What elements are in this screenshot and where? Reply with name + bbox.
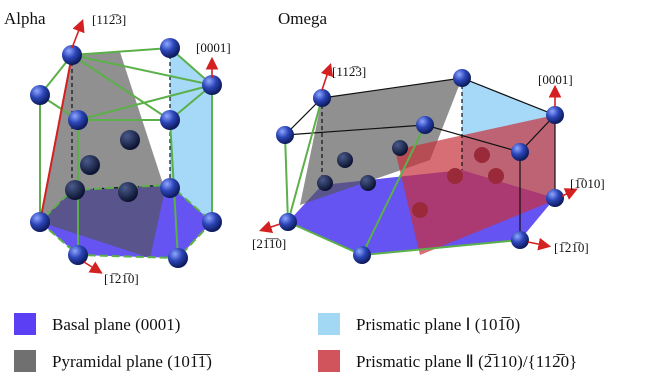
omega-cell — [262, 66, 575, 264]
diagram: Alpha [112̅3] [0001] [1̅21̅0] Omega [112… — [0, 0, 656, 380]
direction-label: [1̅21̅0] — [554, 240, 589, 255]
direction-label: [112̅3] — [92, 12, 126, 27]
panel-title: Alpha — [4, 9, 46, 28]
alpha-cell — [30, 22, 222, 272]
direction-label: [0001] — [196, 40, 231, 55]
legend-label: Pyramidal plane (101̅1̅) — [52, 352, 212, 371]
legend-swatch — [318, 313, 340, 335]
legend-label: Basal plane (0001) — [52, 315, 180, 334]
direction-label: [1̅21̅0] — [104, 271, 139, 286]
legend-label: Prismatic plane Ⅱ (2̅110)/{112̅0} — [356, 352, 577, 371]
direction-label: [0001] — [538, 72, 573, 87]
legend-label: Prismatic plane Ⅰ (101̅0) — [356, 315, 520, 334]
legend-swatch — [14, 313, 36, 335]
legend-swatch — [318, 350, 340, 372]
legend-swatch — [14, 350, 36, 372]
panel-title: Omega — [278, 9, 328, 28]
direction-label: [21̅1̅0] — [252, 236, 286, 251]
direction-label: [112̅3] — [332, 64, 366, 79]
direction-label: [1̅010] — [570, 176, 605, 191]
